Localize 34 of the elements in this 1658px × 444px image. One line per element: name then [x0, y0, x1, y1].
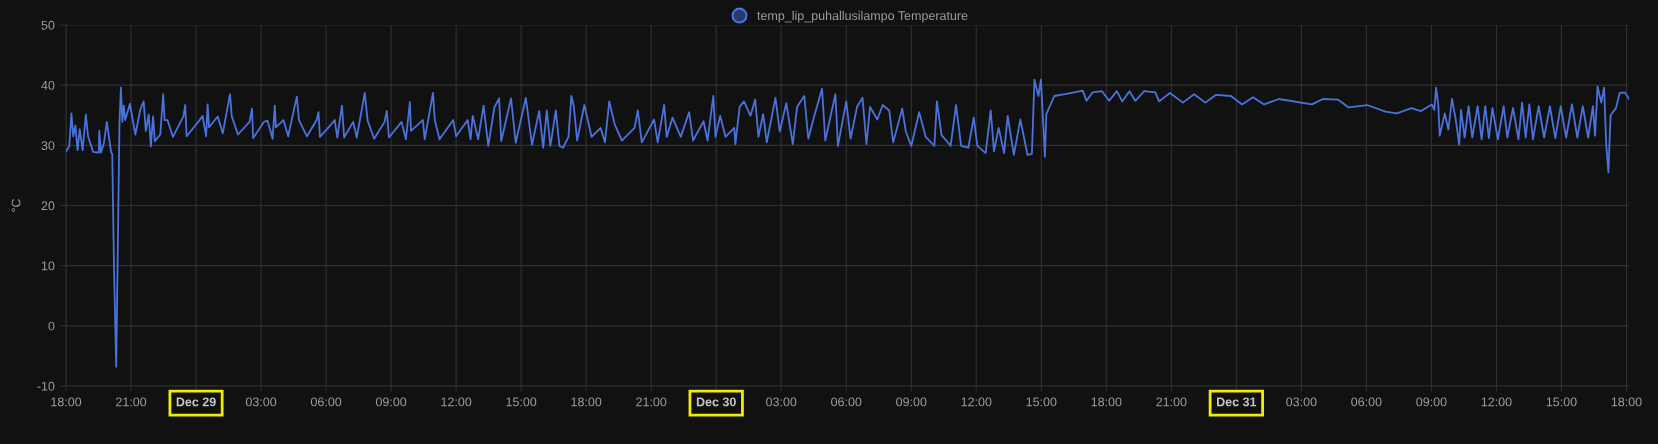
x-tick-label: 09:00 [375, 397, 407, 407]
y-tick-label: -10 [37, 381, 55, 391]
x-tick-label: 06:00 [310, 397, 342, 407]
x-tick-label: 15:00 [1026, 397, 1057, 407]
x-tick-label: 12:00 [1481, 397, 1512, 407]
y-axis-title: °C [11, 198, 21, 212]
x-tick-label: 06:00 [831, 397, 862, 407]
x-tick-label: 03:00 [766, 397, 797, 407]
legend-label: temp_lip_puhallusilampo Temperature [757, 10, 968, 23]
y-tick-label: 50 [41, 20, 55, 30]
x-tick-label: 09:00 [1416, 397, 1447, 407]
x-tick-label: Dec 31 [1217, 397, 1257, 407]
x-tick-label: 18:00 [571, 397, 602, 407]
x-tick-label: 18:00 [51, 397, 82, 407]
y-tick-label: 30 [41, 141, 55, 150]
y-tick-label: 40 [41, 80, 55, 90]
x-tick-label: 03:00 [1286, 397, 1317, 407]
x-tick-label: 15:00 [1546, 397, 1577, 407]
x-tick-label: 12:00 [961, 397, 992, 407]
y-tick-label: 0 [48, 321, 55, 331]
x-tick-label: 09:00 [896, 397, 927, 407]
x-tick-label: 03:00 [245, 397, 277, 407]
x-tick-label: 21:00 [636, 397, 667, 407]
x-tick-label: 21:00 [1156, 397, 1187, 407]
x-tick-label: 12:00 [441, 397, 472, 407]
x-tick-label: 15:00 [506, 397, 537, 407]
x-tick-label: 21:00 [116, 397, 147, 407]
x-tick-label: 06:00 [1351, 397, 1382, 407]
x-tick-label: Dec 30 [696, 397, 736, 407]
y-tick-label: 20 [41, 201, 55, 211]
y-tick-label: 10 [41, 261, 55, 271]
x-tick-label: 18:00 [1091, 397, 1122, 407]
x-tick-label: Dec 29 [176, 397, 216, 407]
x-tick-label: 18:00 [1611, 397, 1642, 407]
